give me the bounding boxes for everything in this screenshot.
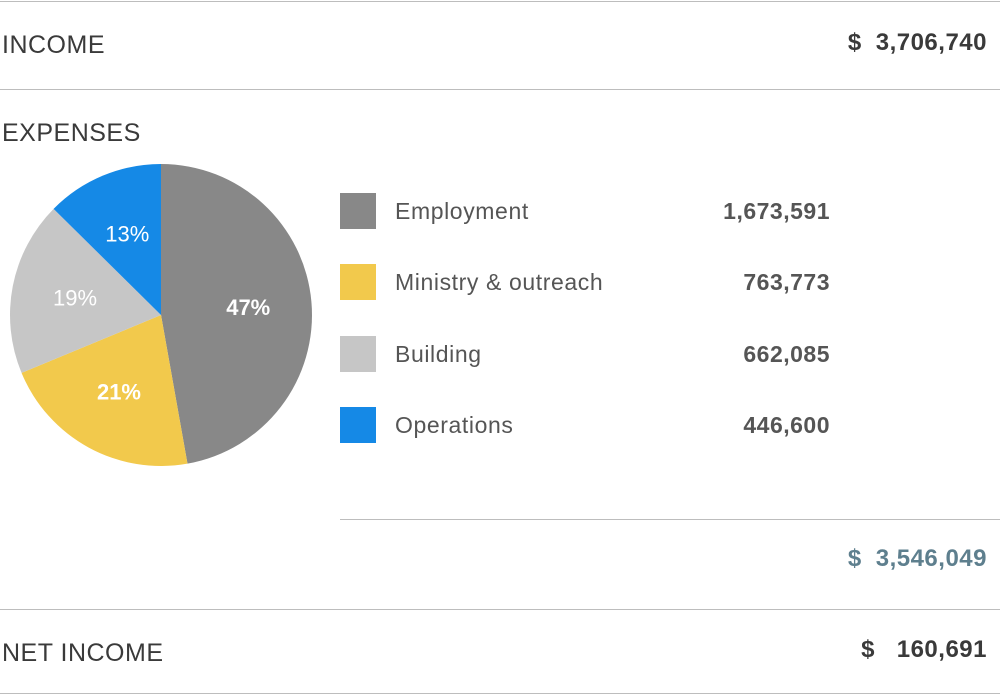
pie-slice-building [10, 208, 162, 373]
expenses-total-value: 3,546,049 [875, 545, 987, 572]
income-divider [0, 89, 1000, 90]
legend-swatch-ministry-outreach [340, 264, 376, 300]
legend-value-ministry-outreach: 763,773 [743, 269, 830, 295]
top-divider [0, 1, 1000, 2]
pie-label-operations: 13% [105, 222, 149, 247]
income-amount: $3,706,740 [848, 29, 987, 57]
income-label: INCOME [2, 31, 105, 59]
pie-slice-ministry-outreach [21, 315, 188, 466]
pie-slice-operations [53, 164, 161, 315]
expenses-total-currency: $ [847, 545, 862, 572]
legend-label-operations: Operations [395, 412, 514, 438]
legend-value-operations: 446,600 [743, 412, 830, 438]
legend-swatch-employment [340, 193, 376, 229]
expenses-pie-chart: 47% 21% 19% 13% [10, 164, 312, 466]
legend-swatch-operations [340, 407, 376, 443]
expenses-total-divider [340, 519, 1000, 520]
income-value: 3,706,740 [875, 29, 987, 56]
expenses-label: EXPENSES [2, 119, 141, 147]
legend-label-employment: Employment [395, 198, 529, 224]
net-income-label: NET INCOME [2, 639, 164, 667]
legend-value-building: 662,085 [743, 341, 830, 367]
expenses-total-amount: $3,546,049 [848, 545, 987, 573]
legend-value-employment: 1,673,591 [723, 198, 830, 224]
legend-swatch-building [340, 336, 376, 372]
legend-label-building: Building [395, 341, 482, 367]
pie-label-ministry-outreach: 21% [97, 379, 141, 404]
pie-label-building: 19% [53, 286, 97, 311]
net-income-value: 160,691 [896, 636, 987, 663]
pie-label-employment: 47% [226, 295, 270, 320]
legend-label-ministry-outreach: Ministry & outreach [395, 269, 604, 295]
bottom-divider [0, 693, 1000, 694]
income-currency: $ [847, 29, 862, 56]
net-income-currency: $ [861, 636, 875, 663]
pie-slice-employment [161, 164, 312, 464]
net-income-divider [0, 609, 1000, 610]
net-income-amount: $160,691 [861, 636, 987, 664]
